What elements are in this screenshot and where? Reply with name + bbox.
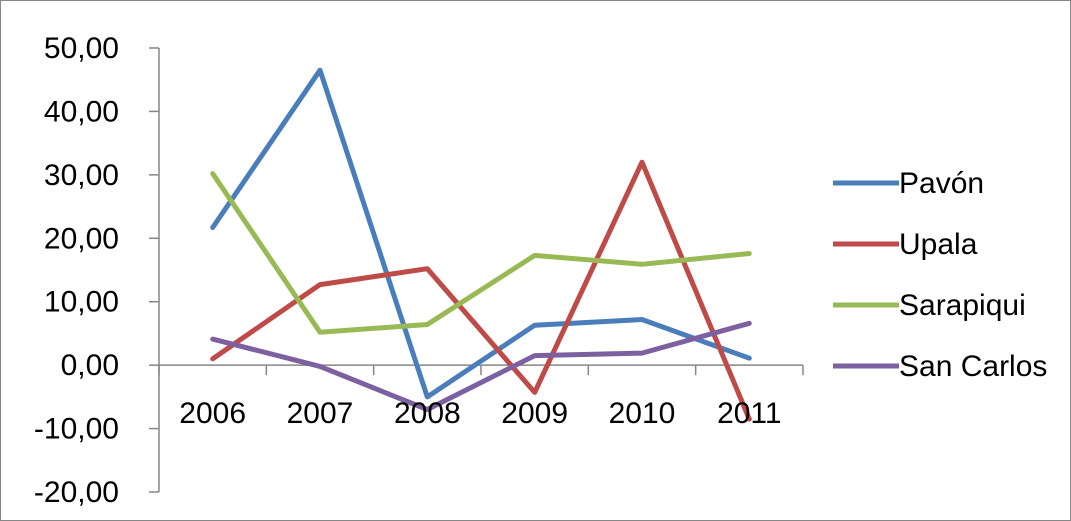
x-tick-label: 2010: [609, 397, 676, 430]
legend-label-pav-n: Pavón: [899, 167, 984, 200]
series-line-sarapiqui: [210, 171, 752, 335]
y-tick-label: 50,00: [44, 32, 119, 65]
series-line-pav-n: [210, 67, 752, 400]
legend: Pavón Upala Sarapiqui San Carlos: [833, 167, 1047, 383]
axes: -20,00 -10,00 0,00 10,00 20,00 30,00 40,00 50,0…: [34, 32, 804, 509]
x-tick-label: 2008: [394, 397, 461, 430]
x-tick-label: 2011: [717, 397, 782, 430]
y-tick-label: 10,00: [44, 286, 119, 319]
y-tick-label: 30,00: [44, 159, 119, 192]
y-tick-label: -20,00: [34, 476, 119, 509]
legend-label-upala: Upala: [899, 228, 978, 261]
x-tick-labels: 2006 2007 2008 2009 2010 2011: [179, 397, 781, 430]
legend-label-sarapiqui: Sarapiqui: [899, 289, 1026, 322]
x-tick-label: 2007: [287, 397, 354, 430]
y-tick-label: 0,00: [61, 349, 119, 382]
series-line-san-carlos: [210, 320, 752, 412]
x-tick-label: 2009: [501, 397, 568, 430]
y-tick-label: 20,00: [44, 222, 119, 255]
series-lines: [210, 67, 752, 422]
y-tick-label: 40,00: [44, 95, 119, 128]
legend-label-san-carlos: San Carlos: [899, 350, 1047, 383]
x-tick-label: 2006: [179, 397, 246, 430]
series-line-upala: [210, 159, 752, 422]
y-tick-label: -10,00: [34, 413, 119, 446]
